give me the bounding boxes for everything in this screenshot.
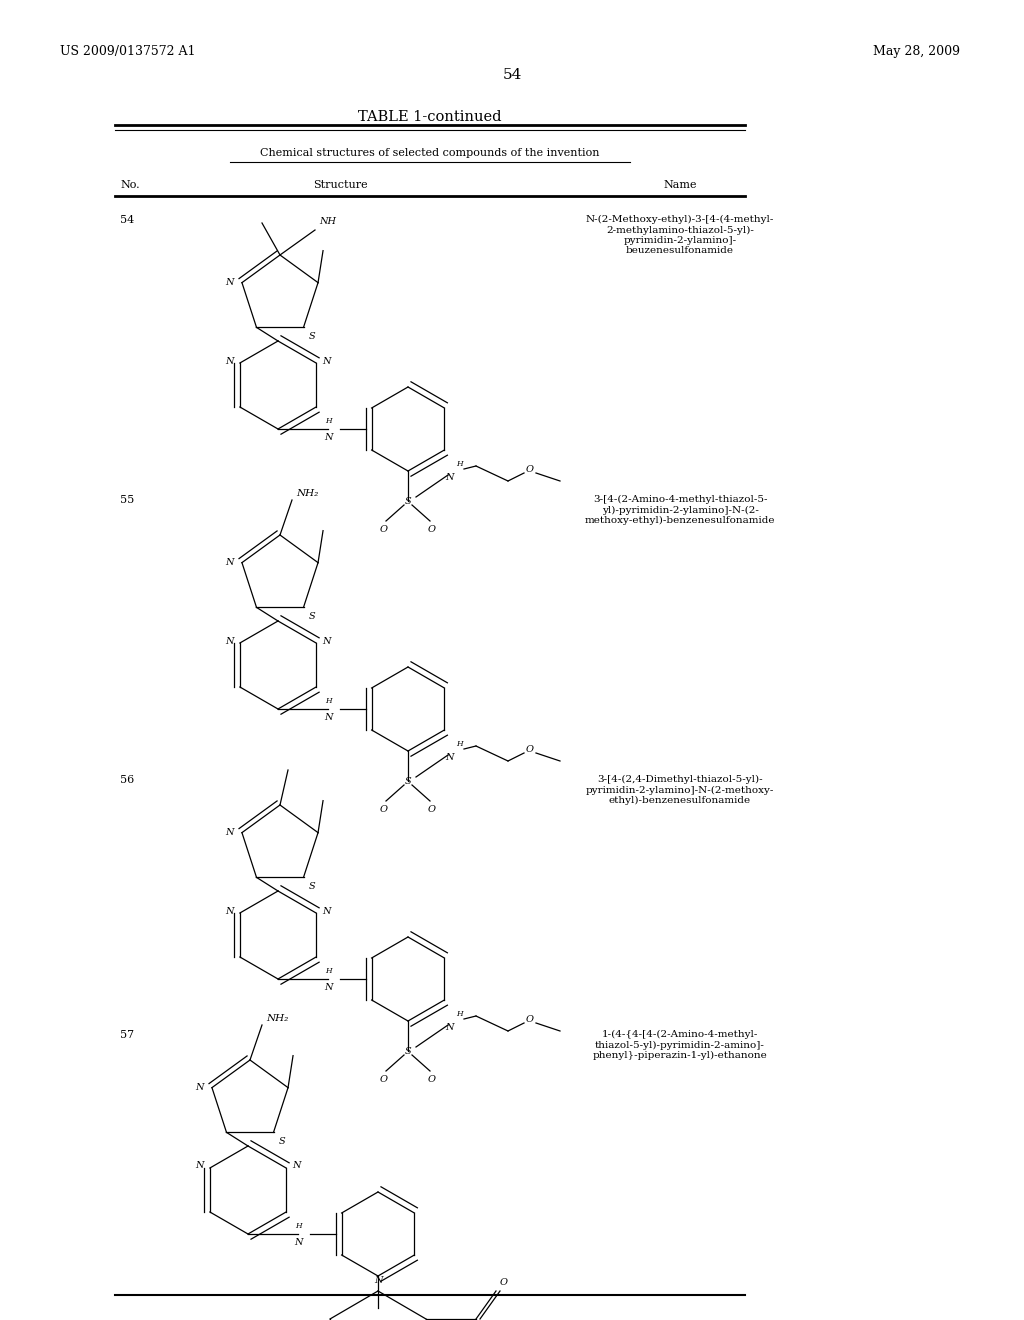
Text: N: N xyxy=(324,983,332,993)
Text: N-(2-Methoxy-ethyl)-3-[4-(4-methyl-
2-methylamino-thiazol-5-yl)-
pyrimidin-2-yla: N-(2-Methoxy-ethyl)-3-[4-(4-methyl- 2-me… xyxy=(586,215,774,256)
Text: N: N xyxy=(225,558,233,568)
Text: N: N xyxy=(225,279,233,288)
Text: H: H xyxy=(325,968,332,975)
Text: Chemical structures of selected compounds of the invention: Chemical structures of selected compound… xyxy=(260,148,600,158)
Text: S: S xyxy=(308,333,315,342)
Text: 57: 57 xyxy=(120,1030,134,1040)
Text: 54: 54 xyxy=(120,215,134,224)
Text: O: O xyxy=(380,1074,388,1084)
Text: H: H xyxy=(325,697,332,705)
Text: N: N xyxy=(196,1162,204,1171)
Text: S: S xyxy=(404,776,412,785)
Text: S: S xyxy=(404,496,412,506)
Text: N: N xyxy=(323,636,331,645)
Text: H: H xyxy=(456,741,463,748)
Text: O: O xyxy=(380,805,388,814)
Text: S: S xyxy=(308,882,315,891)
Text: 3-[4-(2-Amino-4-methyl-thiazol-5-
yl)-pyrimidin-2-ylamino]-N-(2-
methoxy-ethyl)-: 3-[4-(2-Amino-4-methyl-thiazol-5- yl)-py… xyxy=(585,495,775,525)
Text: N: N xyxy=(292,1162,301,1171)
Text: US 2009/0137572 A1: US 2009/0137572 A1 xyxy=(60,45,196,58)
Text: O: O xyxy=(428,805,436,814)
Text: S: S xyxy=(308,612,315,622)
Text: O: O xyxy=(526,465,534,474)
Text: 3-[4-(2,4-Dimethyl-thiazol-5-yl)-
pyrimidin-2-ylamino]-N-(2-methoxy-
ethyl)-benz: 3-[4-(2,4-Dimethyl-thiazol-5-yl)- pyrimi… xyxy=(586,775,774,805)
Text: H: H xyxy=(456,459,463,469)
Text: H: H xyxy=(325,417,332,425)
Text: 56: 56 xyxy=(120,775,134,785)
Text: 54: 54 xyxy=(503,69,521,82)
Text: S: S xyxy=(404,1047,412,1056)
Text: Structure: Structure xyxy=(312,180,368,190)
Text: 1-(4-{4-[4-(2-Amino-4-methyl-
thiazol-5-yl)-pyrimidin-2-amino]-
phenyl}-piperazi: 1-(4-{4-[4-(2-Amino-4-methyl- thiazol-5-… xyxy=(593,1030,767,1060)
Text: May 28, 2009: May 28, 2009 xyxy=(873,45,961,58)
Text: O: O xyxy=(500,1278,508,1287)
Text: S: S xyxy=(279,1138,285,1146)
Text: O: O xyxy=(526,744,534,754)
Text: N: N xyxy=(324,433,332,442)
Text: N: N xyxy=(294,1238,302,1247)
Text: NH: NH xyxy=(319,216,336,226)
Text: N: N xyxy=(374,1276,382,1284)
Text: O: O xyxy=(380,525,388,535)
Text: NH₂: NH₂ xyxy=(296,488,318,498)
Text: N: N xyxy=(225,907,233,916)
Text: N: N xyxy=(445,752,454,762)
Text: N: N xyxy=(225,636,233,645)
Text: N: N xyxy=(323,907,331,916)
Text: O: O xyxy=(428,525,436,535)
Text: H: H xyxy=(456,1010,463,1018)
Text: N: N xyxy=(225,356,233,366)
Text: 55: 55 xyxy=(120,495,134,506)
Text: N: N xyxy=(445,1023,454,1032)
Text: N: N xyxy=(323,356,331,366)
Text: N: N xyxy=(445,473,454,482)
Text: H: H xyxy=(295,1222,301,1230)
Text: No.: No. xyxy=(120,180,139,190)
Text: NH₂: NH₂ xyxy=(266,1014,288,1023)
Text: N: N xyxy=(324,713,332,722)
Text: N: N xyxy=(225,828,233,837)
Text: O: O xyxy=(526,1015,534,1023)
Text: Name: Name xyxy=(664,180,696,190)
Text: TABLE 1-continued: TABLE 1-continued xyxy=(358,110,502,124)
Text: N: N xyxy=(196,1084,204,1092)
Text: O: O xyxy=(428,1074,436,1084)
